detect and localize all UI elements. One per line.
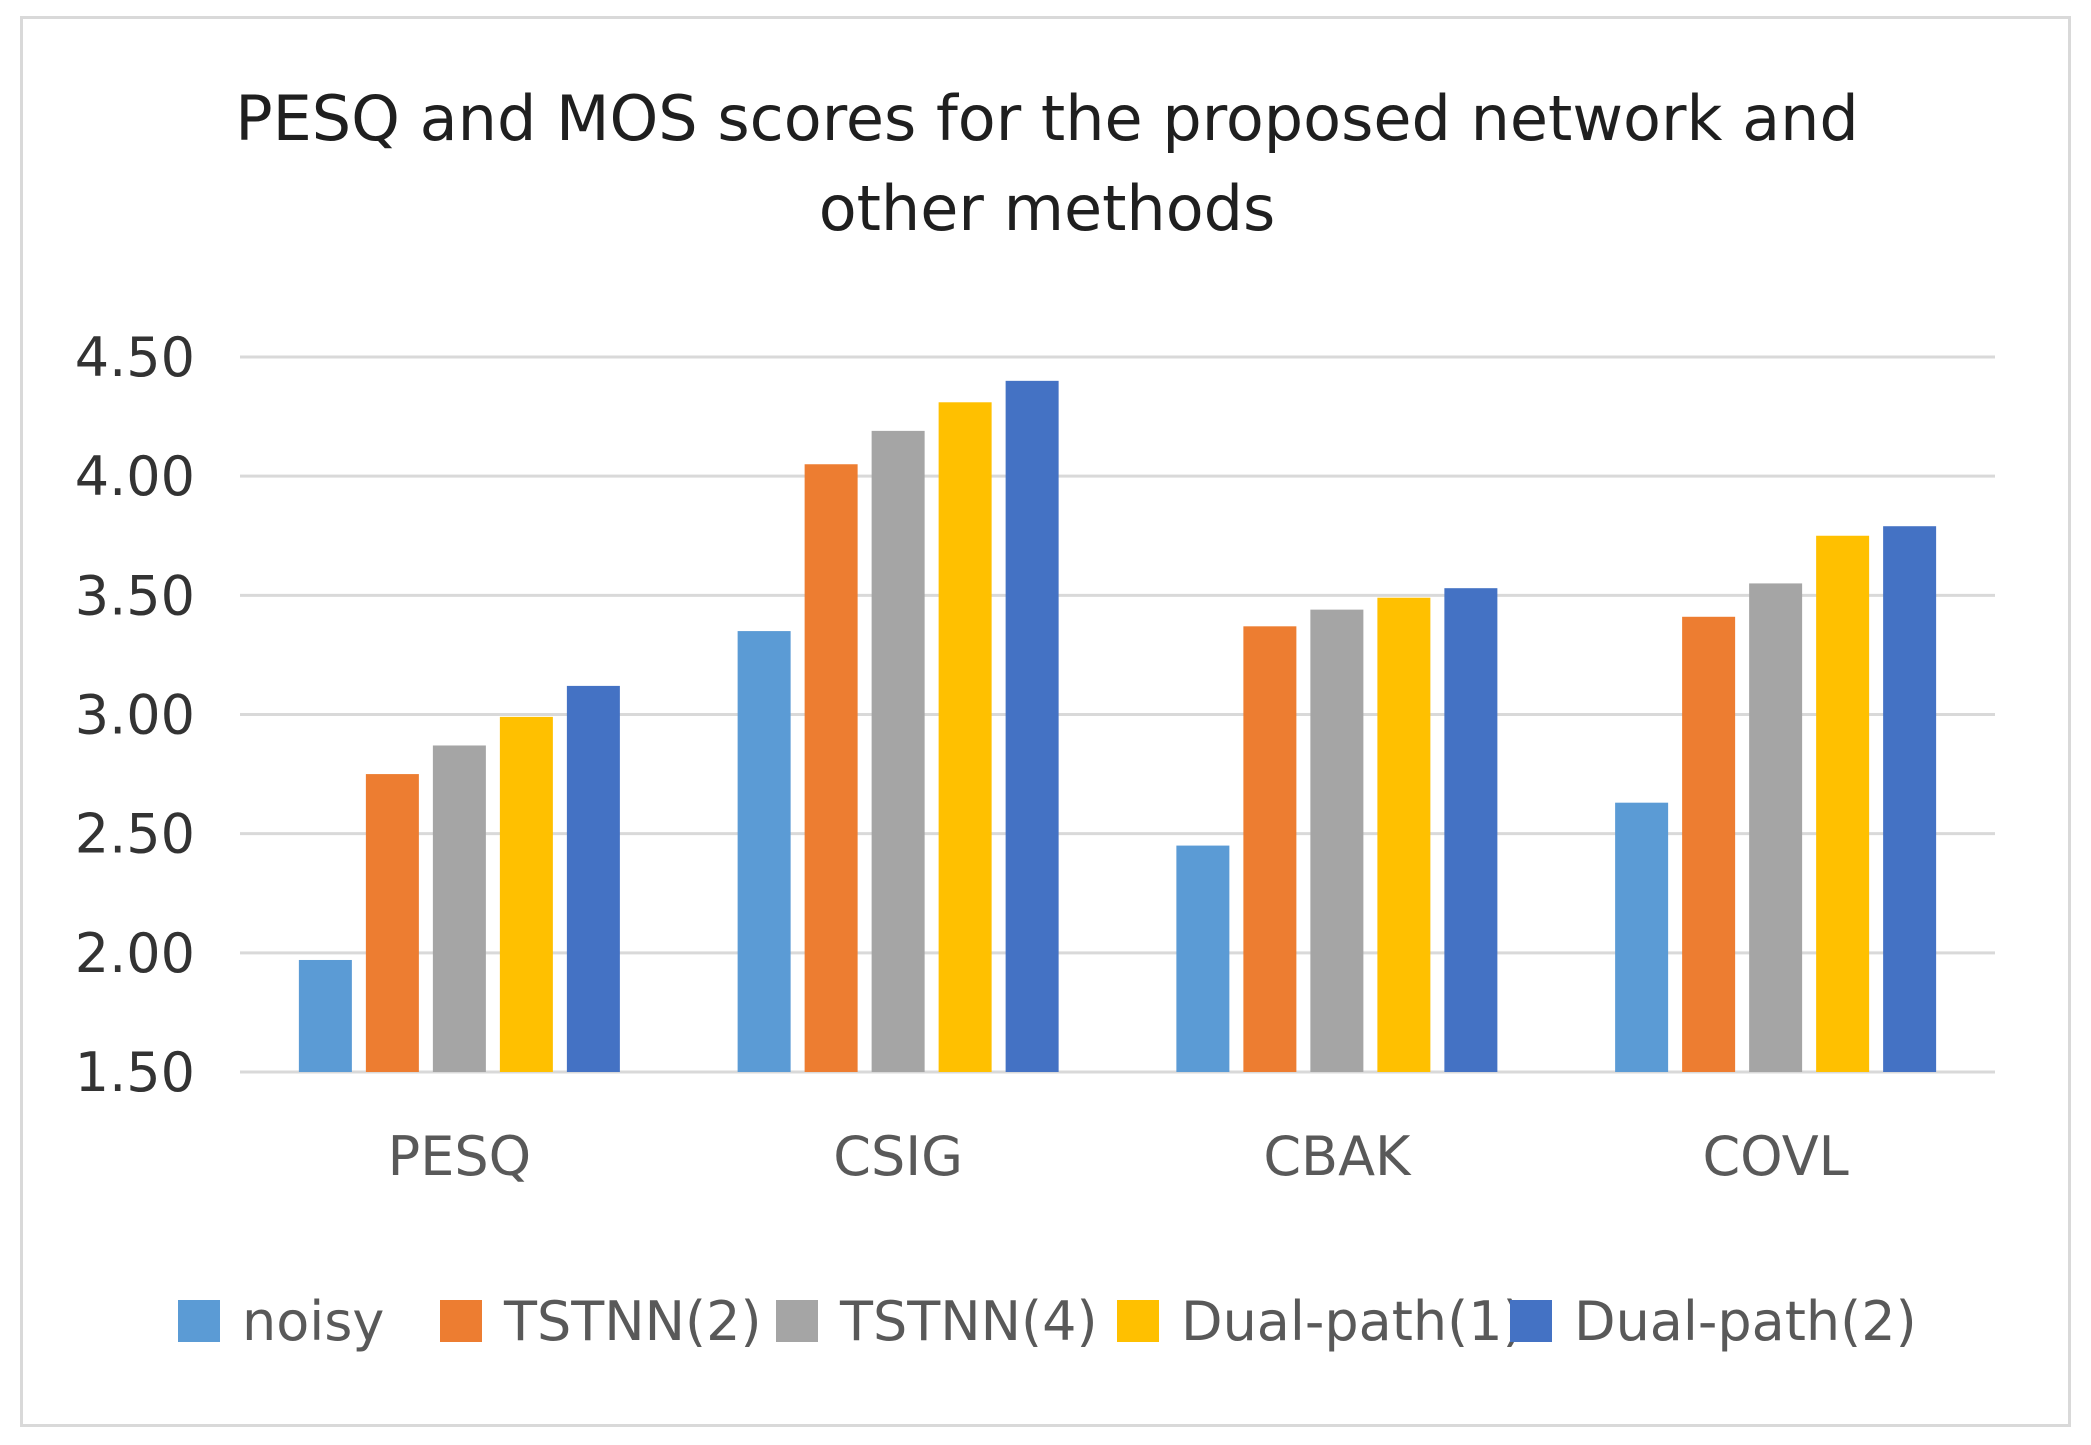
bar-noisy-csig — [737, 631, 791, 1072]
legend-swatch — [776, 1300, 818, 1342]
legend-label: Dual-path(2) — [1574, 1290, 1917, 1353]
y-tick-label: 3.00 — [75, 684, 195, 747]
y-tick-label: 4.00 — [75, 445, 195, 508]
bar-noisy-cbak — [1176, 845, 1230, 1072]
y-tick-label: 4.50 — [75, 326, 195, 389]
bar-dual-path-2-covl — [1883, 526, 1937, 1072]
chart-title-line-2: other methods — [819, 172, 1276, 245]
chart-title-line-1: PESQ and MOS scores for the proposed net… — [235, 82, 1859, 155]
bar-dual-path-1-covl — [1816, 535, 1870, 1072]
y-tick-label: 2.50 — [75, 803, 195, 866]
bar-dual-path-2-pesq — [566, 685, 620, 1072]
bar-tstnn-2-covl — [1682, 616, 1736, 1072]
legend-label: TSTNN(4) — [839, 1290, 1098, 1353]
bar-tstnn-2-cbak — [1243, 626, 1297, 1072]
legend-label: TSTNN(2) — [503, 1290, 762, 1353]
bar-tstnn-2-csig — [804, 464, 858, 1072]
legend-swatch — [1510, 1300, 1552, 1342]
legend-swatch — [178, 1300, 220, 1342]
y-tick-label: 2.00 — [75, 922, 195, 985]
legend-swatch — [440, 1300, 482, 1342]
legend-label: noisy — [242, 1290, 384, 1353]
bar-dual-path-2-csig — [1005, 380, 1059, 1072]
x-category-label: CSIG — [833, 1125, 963, 1188]
bar-tstnn-2-pesq — [365, 774, 419, 1072]
bar-dual-path-1-pesq — [499, 716, 553, 1072]
x-axis-category-labels: PESQ CSIG CBAK COVL — [388, 1125, 1849, 1188]
y-tick-label: 1.50 — [75, 1041, 195, 1104]
bar-dual-path-1-csig — [938, 402, 992, 1072]
bar-dual-path-2-cbak — [1444, 588, 1498, 1072]
legend-label: Dual-path(1) — [1181, 1290, 1524, 1353]
bar-tstnn-4-csig — [871, 430, 925, 1073]
bar-tstnn-4-pesq — [432, 745, 486, 1072]
bar-tstnn-4-cbak — [1310, 609, 1364, 1072]
y-tick-label: 3.50 — [75, 564, 195, 627]
x-category-label: CBAK — [1263, 1125, 1412, 1188]
legend: noisy TSTNN(2) TSTNN(4) Dual-path(1) Dual-pa… — [178, 1290, 1917, 1353]
bar-noisy-covl — [1615, 802, 1669, 1072]
x-category-label: PESQ — [388, 1125, 531, 1188]
bars — [298, 380, 1937, 1073]
legend-swatch — [1117, 1300, 1159, 1342]
y-axis-tick-labels: 1.50 2.00 2.50 3.00 3.50 4.00 4.50 — [75, 326, 195, 1104]
bar-tstnn-4-covl — [1749, 583, 1803, 1072]
x-category-label: COVL — [1702, 1125, 1848, 1188]
chart-title: PESQ and MOS scores for the proposed net… — [235, 82, 1859, 245]
bar-noisy-pesq — [298, 959, 352, 1072]
bar-dual-path-1-cbak — [1377, 597, 1431, 1072]
